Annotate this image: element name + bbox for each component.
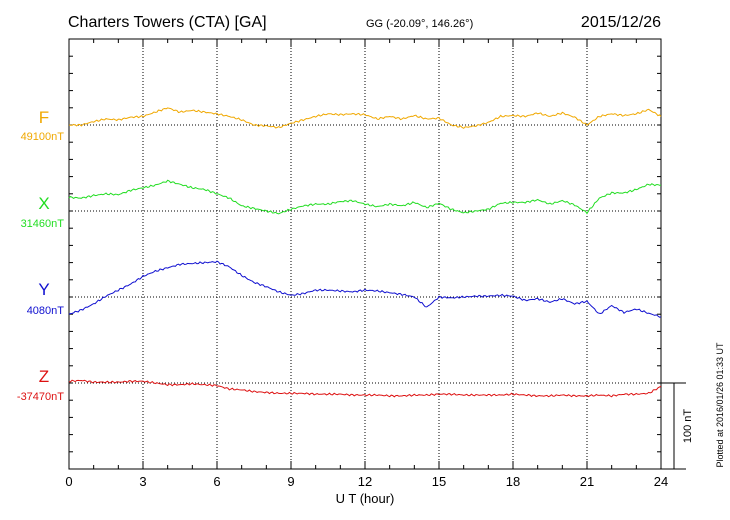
series-baseline-y: 4080nT: [27, 305, 65, 317]
series-baseline-x: 31460nT: [21, 218, 65, 230]
x-tick-label: 9: [287, 474, 294, 489]
x-tick-label: 0: [65, 474, 72, 489]
series-labels: F 49100nT X 31460nT Y 4080nT Z -37470nT: [17, 108, 64, 403]
series-lines: [68, 107, 662, 398]
x-tick-label: 15: [432, 474, 446, 489]
scale-bar: 100 nT: [661, 382, 694, 470]
scale-bar-label: 100 nT: [682, 409, 694, 444]
date-label: 2015/12/26: [581, 14, 661, 31]
plotted-timestamp: Plotted at 2016/01/26 01:33 UT: [715, 342, 725, 468]
series-baseline-f: 49100nT: [21, 131, 65, 143]
series-name-x: X: [38, 194, 49, 213]
series-name-z: Z: [39, 367, 49, 386]
series-line-z: [68, 379, 662, 398]
x-axis-label: U T (hour): [336, 491, 395, 506]
series-baseline-z: -37470nT: [17, 391, 64, 403]
station-title: Charters Towers (CTA) [GA]: [68, 14, 267, 31]
series-name-f: F: [39, 108, 49, 127]
baselines: [69, 124, 661, 384]
coordinates-label: GG (-20.09°, 146.26°): [366, 18, 473, 30]
series-line-y: [68, 260, 662, 318]
series-name-y: Y: [38, 280, 49, 299]
x-tick-label: 21: [580, 474, 594, 489]
x-tick-label: 6: [213, 474, 220, 489]
series-line-x: [68, 179, 662, 215]
series-line-f: [68, 107, 662, 129]
plot-frame: [68, 38, 662, 470]
x-tick-label: 18: [506, 474, 520, 489]
grid-lines: [142, 39, 588, 469]
x-tick-labels: 0 3 6 9 12 15 18 21 24: [65, 474, 668, 489]
x-tick-label: 12: [358, 474, 372, 489]
x-tick-label: 3: [139, 474, 146, 489]
x-tick-label: 24: [654, 474, 668, 489]
axis-ticks: [68, 39, 662, 470]
